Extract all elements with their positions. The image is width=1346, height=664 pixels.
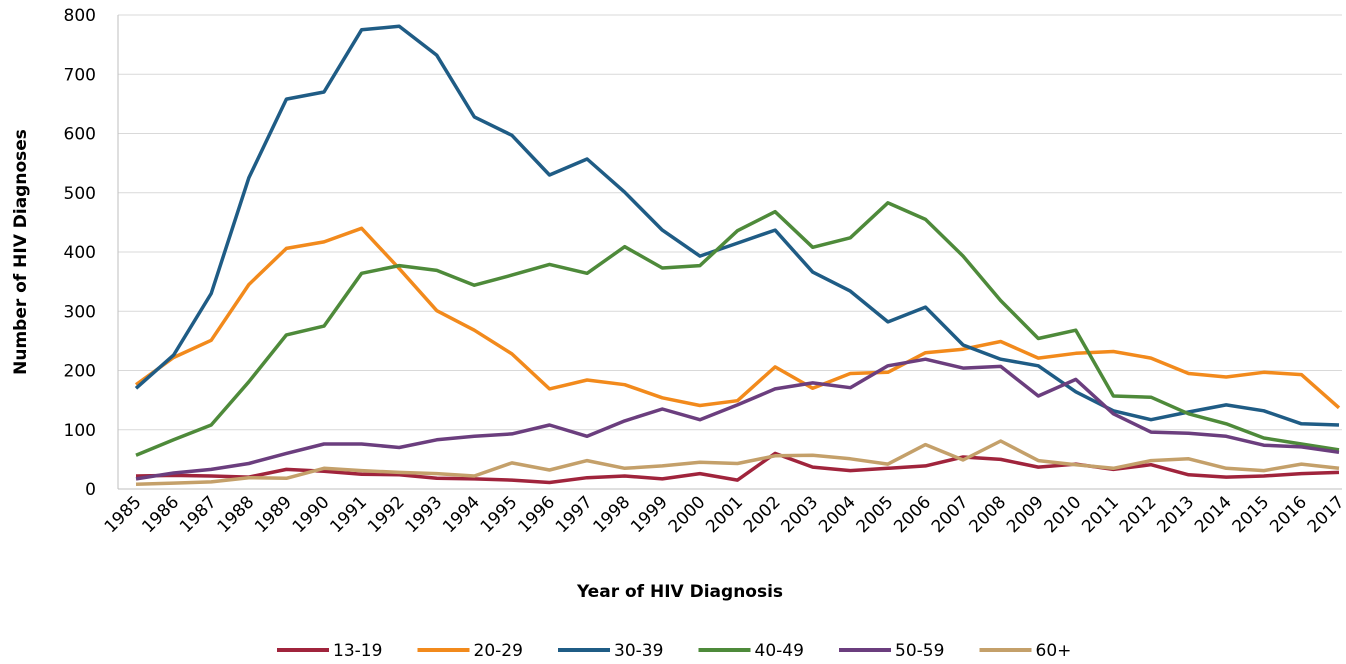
data-line [134, 226, 1341, 410]
x-tick-label: 2007 [928, 492, 973, 537]
legend-label: 13-19 [333, 641, 382, 661]
x-tick-label: 2006 [890, 492, 935, 537]
x-tick-label: 1985 [101, 492, 146, 537]
x-tick-label: 2016 [1266, 492, 1311, 537]
legend-label: 30-39 [614, 641, 663, 661]
x-tick-label: 2014 [1191, 492, 1236, 537]
legend-label: 20-29 [474, 641, 523, 661]
y-tick-label: 200 [64, 362, 96, 382]
legend-label: 50-59 [895, 641, 944, 661]
x-tick-label: 1990 [289, 492, 334, 537]
y-tick-label: 700 [64, 65, 96, 85]
x-tick-label: 2003 [777, 492, 822, 537]
x-tick-label: 1996 [514, 492, 559, 537]
x-tick-label: 2001 [702, 492, 747, 537]
y-tick-label: 0 [85, 480, 96, 500]
y-tick-label: 100 [64, 421, 96, 441]
x-tick-label: 2000 [665, 492, 710, 537]
x-tick-label: 1997 [552, 492, 597, 537]
x-tick-label: 2002 [740, 492, 785, 537]
x-tick-label: 2010 [1041, 492, 1086, 537]
x-axis-title: Year of HIV Diagnosis [576, 582, 783, 602]
data-line [135, 439, 1340, 487]
y-tick-label: 400 [64, 243, 96, 263]
x-tick-label: 2009 [1003, 492, 1048, 537]
data-line [135, 201, 1340, 457]
x-tick-label: 2008 [965, 492, 1010, 537]
y-axis-title: Number of HIV Diagnoses [11, 129, 31, 375]
legend-label: 40-49 [755, 641, 804, 661]
x-tick-label: 2017 [1304, 492, 1346, 537]
x-tick-label: 1989 [251, 492, 296, 537]
x-tick-label: 2004 [815, 492, 860, 537]
x-tick-label: 2005 [853, 492, 898, 537]
data-line [135, 451, 1340, 485]
x-tick-label: 1987 [176, 492, 221, 537]
x-tick-label: 1999 [627, 492, 672, 537]
x-tick-label: 1991 [326, 492, 371, 537]
x-tick-label: 2012 [1116, 492, 1161, 537]
x-tick-label: 2015 [1229, 492, 1274, 537]
x-tick-label: 1993 [402, 492, 447, 537]
y-tick-label: 500 [64, 184, 96, 204]
y-tick-label: 300 [64, 302, 96, 322]
x-tick-label: 1988 [214, 492, 259, 537]
x-tick-label: 1994 [439, 492, 484, 537]
y-tick-label: 800 [64, 6, 96, 26]
x-tick-label: 2013 [1153, 492, 1198, 537]
x-tick-label: 1995 [477, 492, 522, 537]
x-tick-label: 1992 [364, 492, 409, 537]
x-tick-label: 1986 [138, 492, 183, 537]
legend-label: 60+ [1036, 641, 1072, 661]
data-line [135, 357, 1340, 481]
data-line [134, 24, 1340, 427]
x-tick-label: 2011 [1078, 492, 1123, 537]
x-tick-label: 1998 [590, 492, 635, 537]
y-tick-label: 600 [64, 125, 96, 145]
